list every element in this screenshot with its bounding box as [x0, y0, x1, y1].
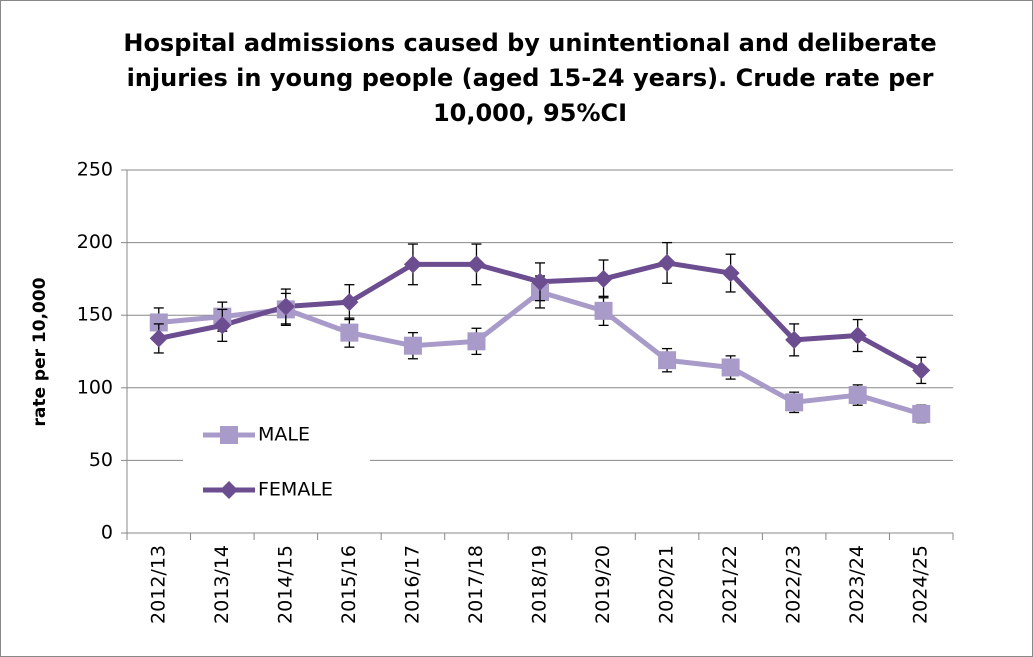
data-point: [785, 330, 804, 349]
x-tick-label: 2015/16: [338, 545, 360, 624]
y-tick-label: 150: [77, 304, 113, 326]
x-tick-label: 2022/23: [783, 545, 805, 624]
y-tick-label: 100: [77, 376, 113, 398]
x-tick-label: 2016/17: [401, 545, 423, 624]
x-tick-label: 2017/18: [465, 545, 487, 624]
data-point: [213, 316, 232, 335]
data-point: [594, 301, 613, 320]
data-point: [531, 272, 549, 291]
data-point: [721, 264, 740, 283]
x-tick-label: 2014/15: [274, 545, 296, 624]
legend-label: FEMALE: [258, 479, 333, 501]
x-tick-label: 2012/13: [147, 545, 169, 624]
data-point: [467, 255, 486, 274]
data-point: [149, 329, 168, 348]
data-point: [785, 393, 804, 412]
x-tick-label: 2013/14: [211, 545, 233, 624]
data-point: [848, 386, 867, 405]
legend-box: [183, 410, 370, 515]
x-tick-label: 2020/21: [656, 545, 678, 624]
y-tick-label: 0: [101, 522, 113, 544]
legend-marker: [220, 426, 238, 444]
data-point: [276, 297, 295, 316]
chart-title: Hospital admissions caused by unintentio…: [123, 29, 937, 127]
data-point: [658, 253, 677, 272]
data-point: [340, 293, 359, 312]
data-point: [848, 326, 867, 345]
data-point: [403, 336, 422, 355]
x-tick-label: 2021/22: [719, 545, 741, 624]
y-tick-label: 50: [89, 449, 113, 471]
data-point: [912, 361, 931, 380]
y-axis-label: rate per 10,000: [30, 277, 50, 426]
data-point: [912, 404, 931, 423]
data-point: [721, 358, 740, 377]
x-tick-label: 2018/19: [529, 545, 551, 624]
x-tick-label: 2023/24: [846, 545, 868, 624]
data-point: [658, 351, 677, 370]
y-tick-label: 250: [77, 159, 113, 181]
x-tick-label: 2024/25: [910, 545, 932, 624]
legend-label: MALE: [258, 424, 310, 446]
y-tick-label: 200: [77, 231, 113, 253]
data-point: [594, 269, 613, 288]
data-point: [467, 332, 486, 351]
x-tick-label: 2019/20: [592, 545, 614, 624]
data-point: [403, 255, 422, 274]
legend-marker: [220, 481, 238, 499]
data-point: [340, 323, 359, 342]
data-point: [149, 313, 168, 332]
